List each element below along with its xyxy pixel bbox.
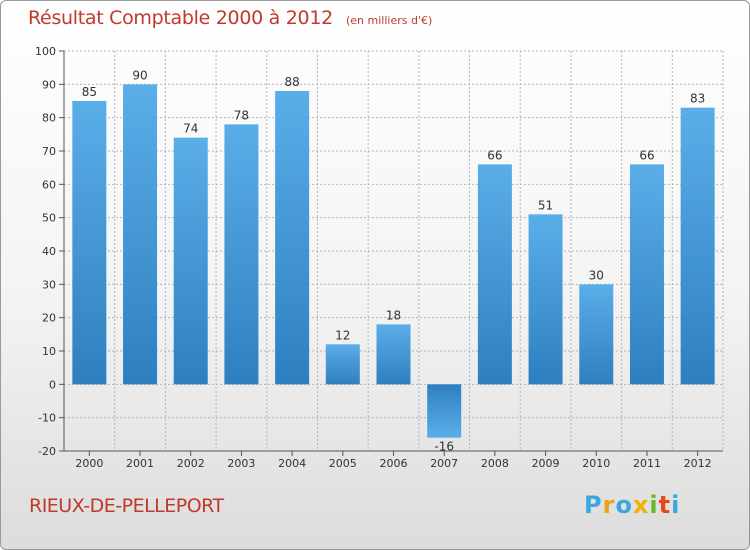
y-tick-label: 50 — [42, 212, 56, 225]
x-tick-label: 2001 — [126, 457, 154, 470]
logo-letter: t — [658, 491, 672, 519]
proxiti-logo: Proxiti — [584, 491, 680, 519]
bar-2012 — [680, 107, 715, 385]
x-tick-label: 2006 — [380, 457, 408, 470]
x-tick-label: 2012 — [684, 457, 712, 470]
y-tick-label: 90 — [42, 78, 56, 91]
data-label: 30 — [589, 268, 604, 282]
x-tick-label: 2004 — [278, 457, 306, 470]
data-label: 90 — [132, 68, 147, 82]
bar-2003 — [224, 124, 259, 385]
bar-2010 — [579, 284, 614, 385]
data-label: 85 — [82, 85, 97, 99]
bar-2006 — [376, 324, 411, 385]
data-label: 83 — [690, 92, 705, 106]
logo-letter: i — [671, 491, 681, 519]
y-tick-label: -10 — [38, 412, 56, 425]
y-tick-label: -20 — [38, 445, 56, 458]
bar-2005 — [325, 344, 360, 385]
data-label: 66 — [487, 148, 502, 162]
y-tick-label: 60 — [42, 178, 56, 191]
data-label: 51 — [538, 198, 553, 212]
data-label: 74 — [183, 122, 198, 136]
logo-letter: i — [649, 491, 659, 519]
bar-2001 — [123, 84, 158, 385]
x-tick-label: 2000 — [75, 457, 103, 470]
commune-name: RIEUX-DE-PELLEPORT — [29, 495, 224, 517]
chart-subtitle: (en milliers d'€) — [345, 14, 433, 27]
y-tick-label: 0 — [49, 378, 56, 391]
axis-layer: -20 -10 0 10 20 30 40 50 60 70 80 90 100 2000 2001 2002… — [35, 45, 723, 470]
chart-title: Résultat Comptable 2000 à 2012 — [28, 7, 333, 29]
grid-layer — [63, 50, 724, 452]
y-tick-label: 30 — [42, 278, 56, 291]
bar-layer — [72, 84, 715, 438]
logo-letter: o — [615, 491, 633, 519]
logo-letter: P — [584, 491, 603, 519]
bar-2007 — [427, 384, 462, 438]
bar-2009 — [528, 214, 563, 385]
label-layer: 85 90 74 78 88 12 18 -16 66 51 30 66 83 — [82, 68, 706, 453]
logo-letter: x — [632, 491, 650, 519]
y-tick-label: 80 — [42, 112, 56, 125]
bar-2000 — [72, 101, 107, 385]
data-label: 66 — [639, 148, 654, 162]
data-label: 18 — [386, 308, 401, 322]
logo-letter: r — [602, 491, 616, 519]
title-row: Résultat Comptable 2000 à 2012 (en milli… — [28, 7, 432, 29]
y-tick-label: 10 — [42, 345, 56, 358]
x-tick-label: 2005 — [329, 457, 357, 470]
x-tick-label: 2007 — [430, 457, 458, 470]
y-tick-label: 40 — [42, 245, 56, 258]
x-tick-label: 2009 — [532, 457, 560, 470]
y-tick-label: 100 — [35, 45, 56, 58]
x-tick-label: 2002 — [177, 457, 205, 470]
y-tick-label: 20 — [42, 312, 56, 325]
x-tick-label: 2008 — [481, 457, 509, 470]
bar-2002 — [173, 137, 208, 385]
y-tick-label: 70 — [42, 145, 56, 158]
x-tick-label: 2003 — [227, 457, 255, 470]
data-label: 88 — [284, 75, 299, 89]
bar-2011 — [629, 164, 664, 385]
data-label: -16 — [434, 440, 454, 454]
data-label: 12 — [335, 328, 350, 342]
bar-2008 — [477, 164, 512, 385]
bar-2004 — [275, 91, 310, 385]
data-label: 78 — [234, 108, 249, 122]
x-tick-label: 2011 — [633, 457, 661, 470]
x-tick-label: 2010 — [582, 457, 610, 470]
